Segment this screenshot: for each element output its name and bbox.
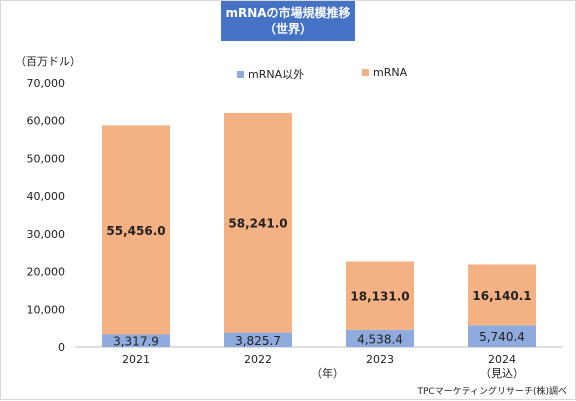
x-tick-label: 2022 [244,353,272,366]
y-tick-label: 10,000 [27,303,66,316]
y-tick-label: 0 [58,341,65,354]
bar-mrna [346,261,414,330]
bar-other [102,334,170,347]
y-unit-label: （百万ドル） [15,55,81,68]
bar-other [468,325,536,347]
legend-swatch-mrna [362,69,369,76]
data-label: 4,538.4 [357,332,403,346]
data-label: 55,456.0 [106,224,165,238]
bar-other [346,329,414,347]
chart-title: mRNAの市場規模推移 （世界） [221,1,355,41]
x-tick-note: （見込） [480,367,524,380]
x-tick-label: 2021 [122,353,150,366]
data-label: 58,241.0 [228,217,287,231]
legend-label-mrna: mRNA [373,66,408,79]
data-label: 18,131.0 [350,290,409,304]
data-label: 3,825.7 [235,334,281,348]
y-tick-label: 60,000 [27,115,66,128]
data-label: 3,317.9 [113,335,159,349]
source-note: TPCマーケティングリサーチ(株)調べ [417,387,567,397]
legend-label-other: mRNA以外 [248,68,305,81]
y-tick-label: 70,000 [27,77,66,90]
legend-swatch-other [237,70,244,78]
data-label: 16,140.1 [472,289,531,303]
bar-other [224,332,292,347]
legend-item-other: mRNA以外 [237,66,304,82]
y-tick-label: 30,000 [27,228,66,241]
bar-mrna [102,125,170,335]
y-tick-label: 40,000 [27,190,66,203]
x-tick-label: 2023 [366,353,394,366]
bar-mrna [468,264,536,326]
y-tick-label: 50,000 [27,152,66,165]
y-tick-label: 20,000 [27,266,66,279]
chart-title-line2: （世界） [263,22,312,36]
legend: mRNA以外 mRNA [1,66,576,82]
x-tick-label: 2024 [488,353,516,366]
x-axis-label: （年） [311,367,344,380]
bar-mrna [224,112,292,333]
legend-item-mrna: mRNA [362,66,407,79]
chart-title-line1: mRNAの市場規模推移 [225,6,351,20]
data-label: 5,740.4 [479,330,525,344]
